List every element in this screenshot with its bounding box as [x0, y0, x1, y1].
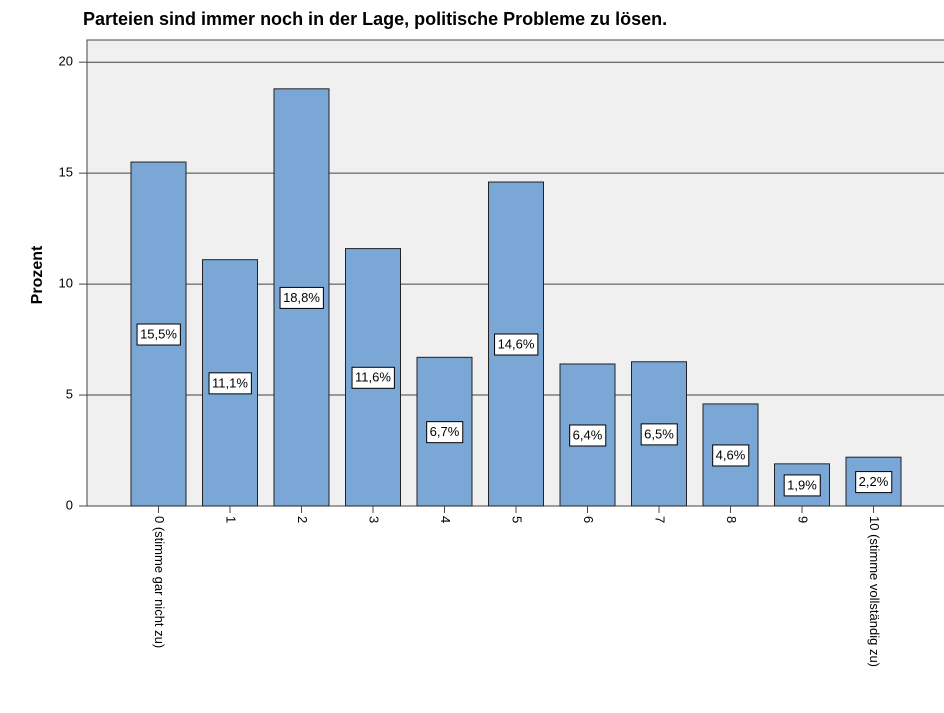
y-tick-label: 20 — [59, 54, 73, 69]
value-label: 15,5% — [140, 326, 177, 341]
x-tick-label: 4 — [438, 516, 453, 523]
x-tick-label: 8 — [724, 516, 739, 523]
x-tick-label: 9 — [796, 516, 811, 523]
value-label: 2,2% — [859, 474, 889, 489]
value-label-box — [494, 333, 539, 356]
x-tick-label: 1 — [224, 516, 239, 523]
value-label: 4,6% — [716, 447, 746, 462]
value-label: 1,9% — [787, 477, 817, 492]
y-tick-label: 15 — [59, 165, 73, 180]
value-label: 11,1% — [212, 375, 248, 390]
value-label-box — [136, 323, 181, 346]
x-tick-label: 3 — [367, 516, 382, 523]
x-tick-label: 6 — [581, 516, 596, 523]
x-tick-label: 5 — [510, 516, 525, 523]
value-label-box — [279, 286, 324, 309]
x-tick-label: 2 — [295, 516, 310, 523]
x-tick-label: 10 (stimme vollständig zu) — [867, 516, 882, 667]
value-label-box — [640, 423, 678, 446]
y-tick-label: 5 — [66, 386, 73, 401]
value-label: 14,6% — [498, 336, 535, 351]
value-label: 11,6% — [355, 370, 391, 385]
value-label-box — [208, 372, 252, 395]
y-axis-label: Prozent — [29, 245, 46, 304]
value-label-box — [712, 444, 750, 467]
value-label-box — [569, 424, 607, 447]
value-label-box — [351, 366, 395, 389]
chart-title: Parteien sind immer noch in der Lage, po… — [83, 9, 667, 29]
value-label: 6,5% — [644, 426, 674, 441]
value-label-box — [855, 471, 893, 494]
x-tick-label: 7 — [653, 516, 668, 523]
value-label: 18,8% — [283, 290, 320, 305]
x-tick-label: 0 (stimme gar nicht zu) — [152, 516, 167, 648]
y-tick-label: 0 — [66, 497, 73, 512]
value-label-box — [783, 474, 821, 497]
value-label: 6,7% — [430, 424, 460, 439]
value-label: 6,4% — [573, 427, 603, 442]
y-tick-label: 10 — [59, 276, 73, 291]
value-label-box — [426, 421, 464, 444]
